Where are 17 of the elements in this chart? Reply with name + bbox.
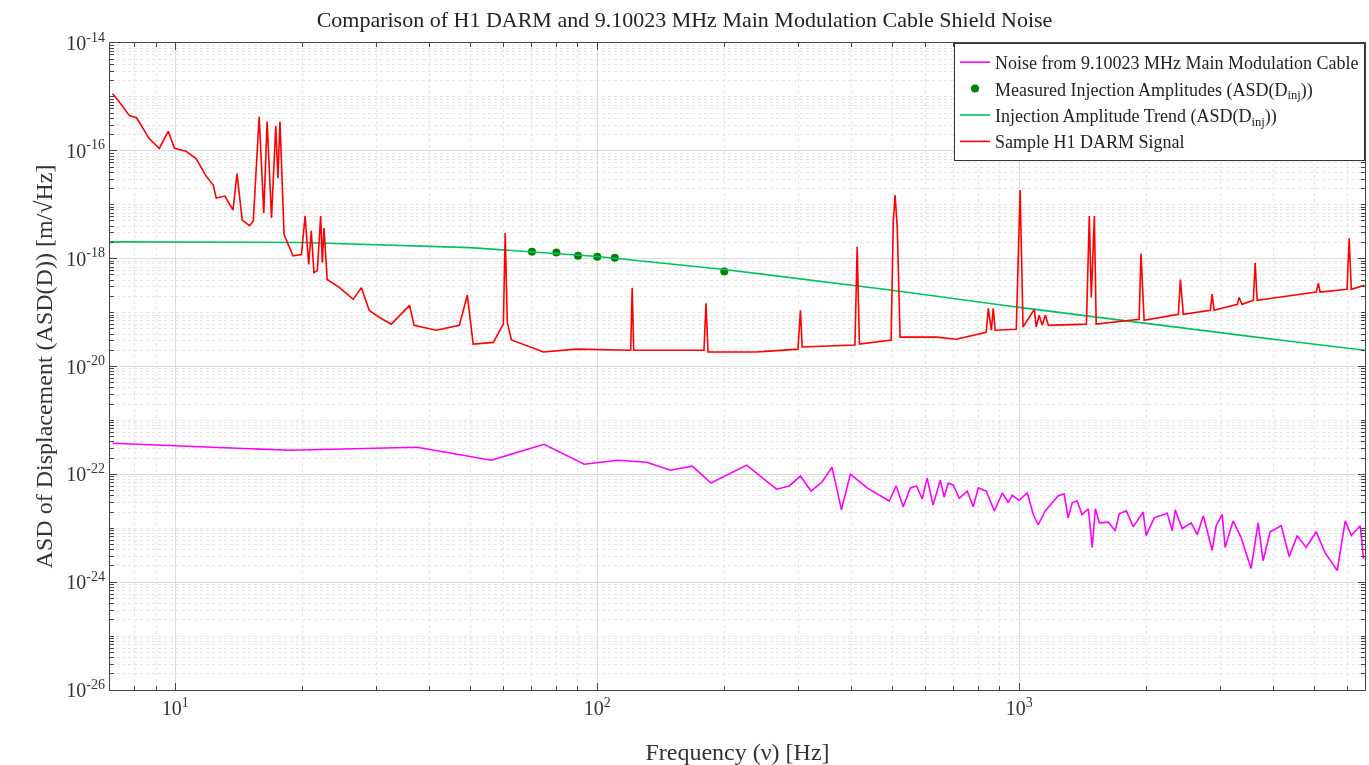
x-tick-label: 10$^{3}$ bbox=[1005, 694, 1033, 719]
legend-label: Injection Amplitude Trend (ASD(D$_{inj}$)) bbox=[995, 106, 1277, 129]
x-axis-title: Frequency (ν) [Hz] bbox=[645, 739, 830, 765]
y-axis-title: ASD of Displacement (ASD(D)) [m/√Hz] bbox=[31, 164, 57, 569]
x-tick-label: 10$^{1}$ bbox=[161, 694, 189, 719]
x-tick-label: 10$^{2}$ bbox=[583, 694, 611, 719]
y-tick-label: 10$^{-16}$ bbox=[66, 137, 105, 162]
y-tick-label: 10$^{-26}$ bbox=[66, 676, 105, 701]
chart-title: Comparison of H1 DARM and 9.10023 MHz Main Modulation Cable Shield Noise bbox=[316, 6, 1053, 32]
legend-label: Noise from 9.10023 MHz Main Modulation Cable bbox=[995, 53, 1359, 74]
y-tick-label: 10$^{-22}$ bbox=[66, 460, 105, 486]
legend-label: Measured Injection Amplitudes (ASD(D$_{inj}$)) bbox=[995, 79, 1313, 103]
legend-label: Sample H1 DARM Signal bbox=[995, 132, 1185, 153]
y-tick-label: 10$^{-18}$ bbox=[66, 245, 105, 270]
y-tick-label: 10$^{-14}$ bbox=[66, 29, 105, 54]
y-tick-label: 10$^{-20}$ bbox=[66, 353, 105, 378]
y-tick-label: 10$^{-24}$ bbox=[66, 568, 105, 594]
